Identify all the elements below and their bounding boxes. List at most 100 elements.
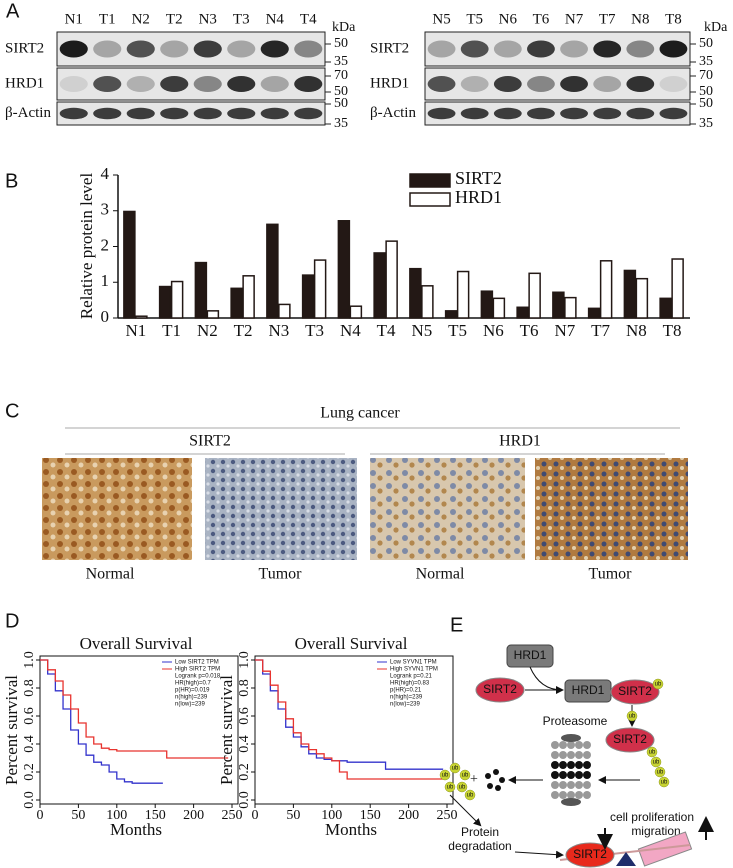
ihc-image [205, 458, 357, 560]
blot-band [527, 107, 555, 120]
arrow [514, 850, 564, 859]
bar [266, 223, 279, 319]
proteasome-unit [575, 741, 583, 749]
legend-label: High SIRT2 TPM [175, 667, 220, 673]
lane-label: N1 [65, 11, 83, 27]
ub-tag [464, 789, 476, 801]
lane-label: T6 [533, 11, 550, 27]
panel-label: A [6, 0, 20, 22]
ihc-image [370, 458, 525, 560]
legend-label: HRD1 [455, 187, 502, 207]
outcome-box [637, 831, 693, 867]
marker-label: 50 [334, 36, 348, 51]
node-label: SIRT2 [613, 732, 647, 746]
bar [170, 280, 184, 319]
lane-label: N6 [499, 11, 518, 27]
x-tick-label: 200 [183, 808, 204, 823]
y-axis-label: Percent survival [217, 675, 236, 785]
bar [421, 285, 434, 319]
unit-label: kDa [332, 20, 356, 35]
arrow [449, 794, 482, 827]
proteasome-cap [561, 734, 581, 742]
legend-label: Low SYVN1 TPM [390, 660, 437, 666]
blot-band [193, 40, 222, 58]
blot-band [193, 76, 222, 92]
fragment [499, 777, 505, 783]
ub-label: ub [459, 785, 466, 791]
x-tick-label: T5 [448, 321, 467, 340]
proteasome-unit [567, 741, 575, 749]
marker-label: 50 [334, 84, 348, 99]
y-tick-label: 1.0 [22, 651, 37, 669]
proteasome-unit [551, 791, 559, 799]
y-axis-label: Percent survival [2, 675, 21, 785]
bar [480, 290, 494, 319]
bar [552, 291, 565, 319]
lane-label: N5 [432, 11, 450, 27]
lane-label: T2 [166, 11, 183, 27]
bar [337, 220, 351, 319]
y-axis-label: Relative protein level [77, 173, 96, 320]
blot-band [294, 107, 323, 120]
proteasome-unit [559, 751, 567, 759]
ub-label: ub [467, 793, 474, 799]
panel-label: B [5, 170, 18, 192]
x-tick-label: 150 [145, 808, 166, 823]
ihc-title: Lung cancer [320, 405, 400, 422]
bar [659, 297, 672, 319]
blot-band [93, 107, 122, 120]
annotation: HR(high)=0.7 [175, 681, 212, 687]
blot-band [126, 40, 155, 58]
bar [635, 277, 649, 319]
annotation: n(high)=239 [390, 695, 423, 701]
blot-band [626, 40, 655, 58]
row-label: SIRT2 [370, 40, 409, 56]
bar [194, 261, 208, 319]
blot-band [126, 107, 155, 120]
bar [599, 260, 613, 319]
blot-band [560, 76, 588, 92]
blot-band [260, 76, 289, 92]
blot-band [560, 40, 588, 58]
row-label: HRD1 [370, 75, 409, 91]
y-tick-label: 1 [101, 271, 110, 290]
fragment [485, 773, 491, 779]
blot-band [493, 40, 522, 58]
proteasome-unit [567, 751, 575, 759]
blot-band [626, 107, 655, 120]
x-tick-label: N5 [411, 321, 432, 340]
proteasome-unit [575, 781, 583, 789]
survival-curve [40, 659, 229, 759]
legend-swatch [409, 173, 451, 188]
blot-band [593, 76, 622, 92]
proteasome-cap [561, 798, 581, 806]
proteasome-unit [575, 751, 583, 759]
blot-band [160, 76, 189, 92]
blot-band [427, 76, 456, 92]
blot-band [493, 76, 522, 92]
annotation: n(high)=239 [175, 695, 208, 701]
blot-strip [56, 101, 326, 126]
panel-label: E [450, 614, 463, 636]
bar [444, 310, 458, 319]
blot-strip [424, 101, 691, 126]
blot-band [193, 107, 222, 120]
x-tick-label: N6 [483, 321, 504, 340]
ub-tag [654, 766, 666, 778]
bar [516, 306, 529, 319]
ub-tag [449, 762, 461, 774]
blot-band [593, 40, 622, 58]
proteasome-unit [551, 771, 559, 779]
node-label: SIRT2 [618, 684, 652, 698]
lane-label: T3 [233, 11, 250, 27]
x-tick-label: T7 [591, 321, 610, 340]
y-tick-label: 0.0 [237, 791, 252, 809]
image-label: Tumor [589, 566, 633, 583]
y-tick-label: 0.8 [237, 679, 252, 697]
x-tick-label: 100 [321, 808, 342, 823]
blot-band [294, 40, 323, 58]
row-label: SIRT2 [5, 40, 44, 56]
legend-swatch [409, 192, 451, 207]
proteasome-unit [559, 791, 567, 799]
proteasome-unit [567, 791, 575, 799]
